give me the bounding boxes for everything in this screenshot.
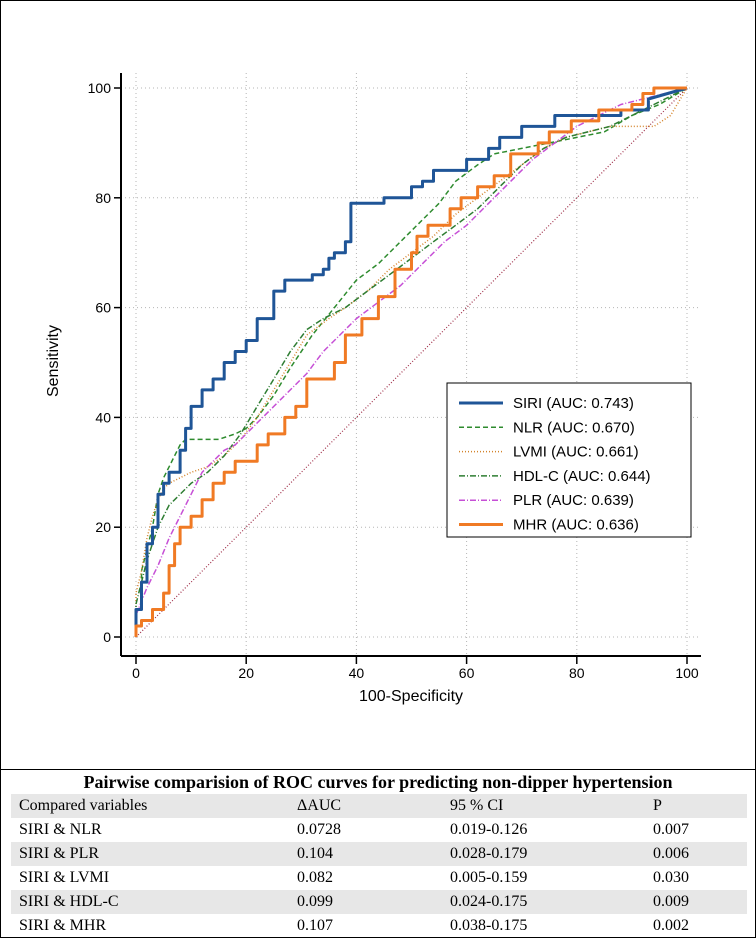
table-row: SIRI & HDL-C 0.099 0.024-0.175 0.009 (11, 890, 747, 914)
series-line-plr (135, 87, 688, 637)
grid (121, 73, 701, 656)
tick-labels: 0 20 40 60 80 100 0 20 40 60 80 100 (88, 80, 699, 681)
cell-compared: SIRI & MHR (19, 917, 107, 934)
cell-p: 0.006 (653, 845, 689, 862)
x-tick-label: 0 (132, 665, 140, 681)
x-tick-label: 60 (459, 665, 475, 681)
series-line-siri (134, 86, 688, 637)
header-delta-auc: ΔAUC (297, 797, 342, 814)
cell-compared: SIRI & HDL-C (19, 893, 119, 910)
legend-label-siri: SIRI (AUC: 0.743) (513, 395, 634, 412)
series-layer (134, 86, 688, 637)
x-tick-label: 20 (238, 665, 254, 681)
cell-ci: 0.028-0.179 (450, 845, 528, 862)
table-header-row: Compared variables ΔAUC 95 % CI P (11, 794, 747, 818)
cell-compared: SIRI & NLR (19, 821, 102, 838)
legend-label-plr: PLR (AUC: 0.639) (513, 492, 634, 509)
header-p: P (653, 797, 662, 814)
series-line-mhr (134, 86, 687, 637)
legend-label-mhr: MHR (AUC: 0.636) (513, 517, 639, 534)
y-tick-label: 80 (95, 190, 111, 206)
header-95-ci: 95 % CI (450, 797, 504, 814)
table-row: SIRI & LVMI 0.082 0.005-0.159 0.030 (11, 866, 747, 890)
y-tick-label: 60 (95, 300, 111, 316)
cell-delta-auc: 0.0728 (297, 821, 341, 838)
cell-delta-auc: 0.104 (297, 845, 333, 862)
series-line-hdl-c (135, 87, 688, 637)
x-tick-label: 100 (675, 665, 699, 681)
x-axis-label: 100-Specificity (359, 688, 463, 705)
table-row: SIRI & NLR 0.0728 0.019-0.126 0.007 (11, 818, 747, 842)
cell-p: 0.002 (653, 917, 689, 934)
cell-compared: SIRI & PLR (19, 845, 100, 862)
legend-box (446, 382, 692, 538)
x-tick-label: 80 (569, 665, 585, 681)
comparison-table-panel: Pairwise comparision of ROC curves for p… (1, 769, 755, 937)
x-tick-label: 40 (349, 665, 365, 681)
series-line-nlr (135, 87, 688, 637)
header-compared-variables: Compared variables (19, 797, 148, 814)
table-title: Pairwise comparision of ROC curves for p… (83, 772, 673, 792)
cell-delta-auc: 0.107 (297, 917, 333, 934)
y-axis-label: Sensitivity (45, 325, 62, 397)
legend-label-hdl-c: HDL-C (AUC: 0.644) (513, 468, 651, 485)
legend: SIRI (AUC: 0.743) NLR (AUC: 0.670) LVMI (A… (446, 382, 692, 538)
y-tick-label: 20 (95, 519, 111, 535)
table-row: SIRI & MHR 0.107 0.038-0.175 0.002 (11, 914, 747, 937)
cell-ci: 0.005-0.159 (450, 869, 528, 886)
table-row: SIRI & PLR 0.104 0.028-0.179 0.006 (11, 842, 747, 866)
y-tick-label: 40 (95, 409, 111, 425)
cell-ci: 0.024-0.175 (450, 893, 528, 910)
y-tick-label: 100 (88, 80, 112, 96)
cell-ci: 0.019-0.126 (450, 821, 528, 838)
cell-ci: 0.038-0.175 (450, 917, 528, 934)
reference-line-layer (135, 87, 688, 638)
cell-p: 0.009 (653, 893, 689, 910)
cell-p: 0.007 (653, 821, 689, 838)
legend-label-nlr: NLR (AUC: 0.670) (513, 419, 635, 436)
axes (114, 73, 701, 664)
cell-p: 0.030 (653, 869, 689, 886)
cell-delta-auc: 0.082 (297, 869, 333, 886)
legend-label-lvmi: LVMI (AUC: 0.661) (513, 444, 639, 461)
cell-delta-auc: 0.099 (297, 893, 333, 910)
roc-chart: 0 20 40 60 80 100 0 20 40 60 80 100 100-Specificity… (45, 73, 701, 705)
y-tick-label: 0 (103, 629, 111, 645)
reference-diagonal-line (135, 87, 688, 638)
comparison-table: Compared variables ΔAUC 95 % CI P SIRI &… (11, 794, 747, 937)
cell-compared: SIRI & LVMI (19, 869, 110, 886)
